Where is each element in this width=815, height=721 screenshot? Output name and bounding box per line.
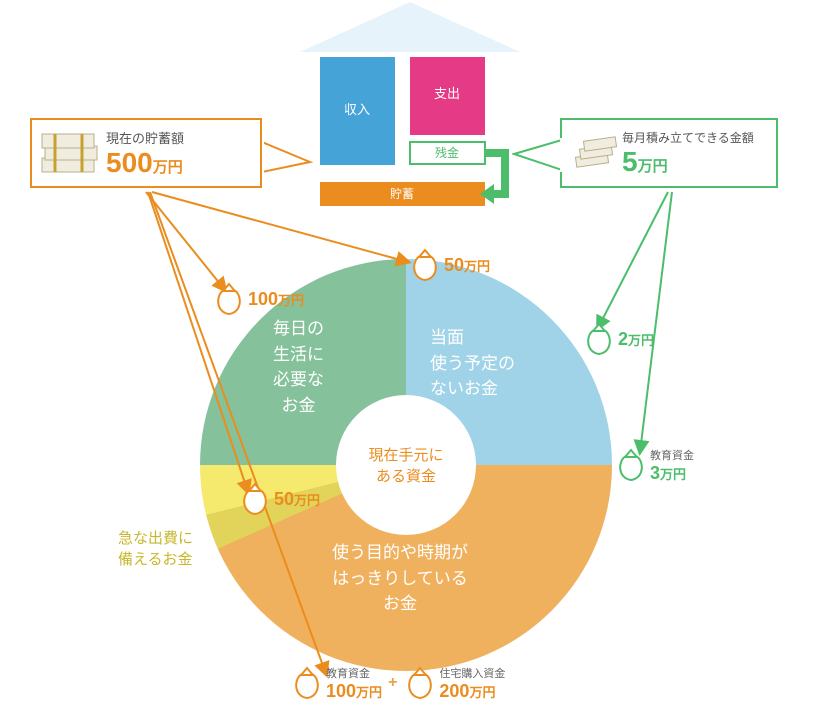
money-bag-icon [290, 664, 324, 702]
bag-100: 100万円 [212, 280, 304, 318]
money-bag-icon [614, 446, 648, 484]
savings-box: 現在の貯蓄額 500万円 [30, 118, 262, 188]
money-bag-icon [582, 320, 616, 358]
bag-edu100-label: 教育資金 [326, 665, 382, 681]
savings-pointer [262, 132, 314, 176]
bag-2: 2万円 [582, 320, 654, 358]
bills-icon [572, 133, 618, 173]
bag-50b: 50万円 [238, 480, 320, 518]
monthly-pointer [512, 130, 562, 174]
slice-label-blue: 当面使う予定のないお金 [430, 325, 515, 402]
bag-edu3: 教育資金 3万円 [614, 446, 694, 484]
money-bag-icon [212, 280, 246, 318]
monthly-title: 毎月積み立てできる金額 [622, 129, 754, 146]
bag-edu3-label: 教育資金 [650, 447, 694, 463]
house-income-label: 収入 [344, 102, 370, 117]
monthly-box: 毎月積み立てできる金額 5万円 [560, 118, 778, 188]
donut-hole: 現在手元に ある資金 [336, 395, 476, 535]
bag-house200-label: 住宅購入資金 [439, 665, 505, 681]
money-bag-icon [403, 664, 437, 702]
money-bag-icon [408, 246, 442, 284]
house-diagram: 収入 支出 残金 貯蓄 [300, 2, 520, 242]
savings-title: 現在の貯蓄額 [106, 128, 184, 147]
savings-amount: 500万円 [106, 147, 184, 179]
slice-label-yellow: 急な出費に備えるお金 [118, 528, 193, 570]
donut-center-l2: ある資金 [376, 465, 436, 486]
money-bag-icon [238, 480, 272, 518]
house-balance-label: 残金 [435, 145, 459, 160]
house-expense-label: 支出 [434, 86, 460, 101]
slice-label-orange: 使う目的や時期がはっきりしているお金 [332, 540, 468, 617]
house-savings-label: 貯蓄 [390, 187, 414, 201]
bag-50a: 50万円 [408, 246, 490, 284]
monthly-amount: 5万円 [622, 146, 754, 178]
slice-label-green: 毎日の生活に必要なお金 [273, 316, 324, 418]
money-stack-icon [40, 128, 100, 178]
plus-sign: + [388, 674, 397, 692]
donut-center-l1: 現在手元に [368, 444, 443, 465]
bag-bottom-group: 教育資金 100万円 + 住宅購入資金 200万円 [290, 664, 505, 702]
